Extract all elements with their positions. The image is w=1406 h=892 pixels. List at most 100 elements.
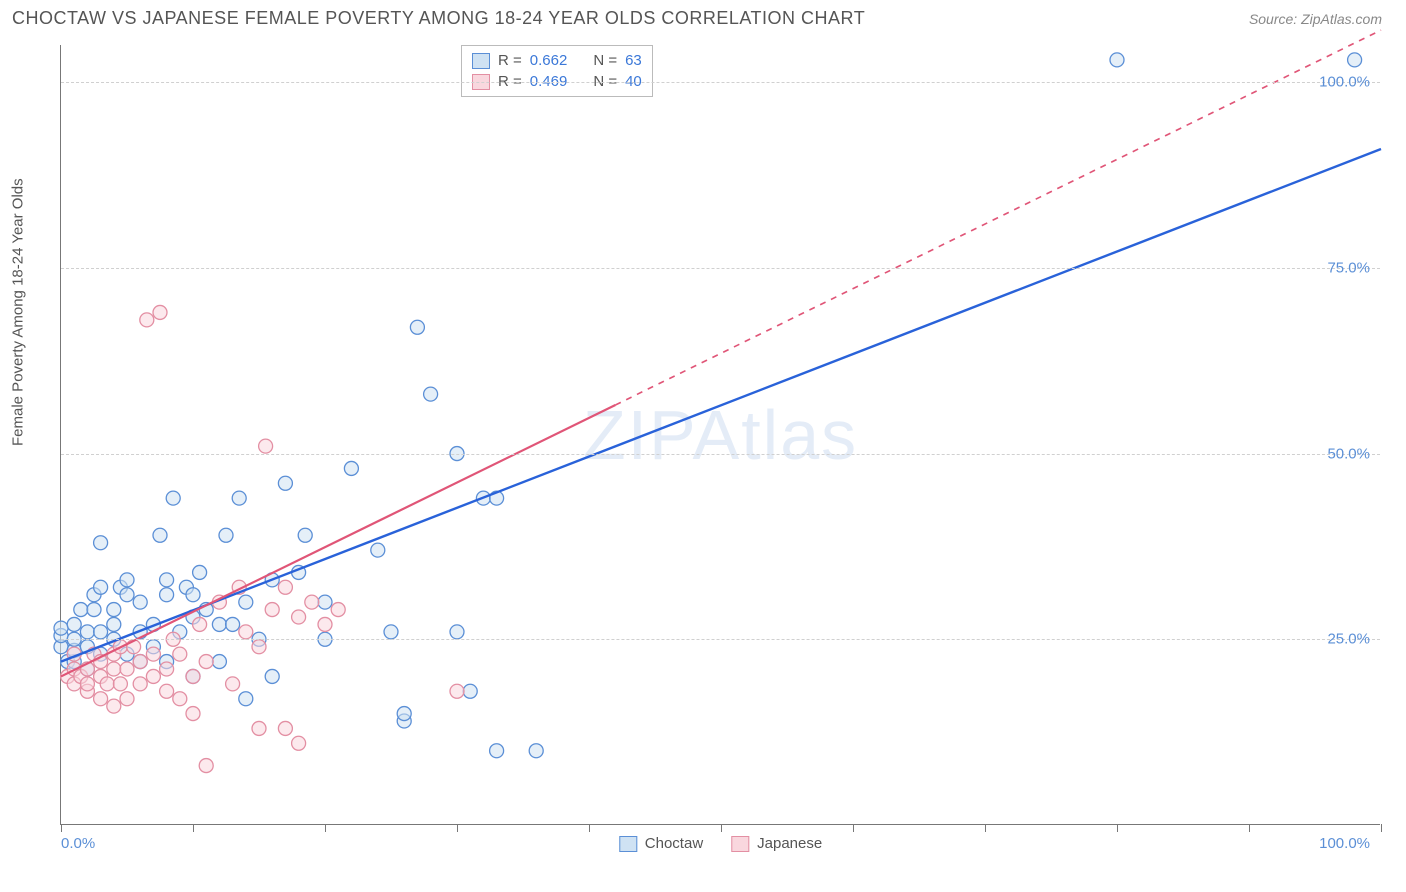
data-point (1348, 53, 1362, 67)
x-tick (193, 824, 194, 832)
data-point (80, 625, 94, 639)
x-tick (1381, 824, 1382, 832)
scatter-plot-svg (61, 45, 1380, 824)
data-point (193, 617, 207, 631)
legend-label: Japanese (757, 835, 822, 852)
data-point (410, 320, 424, 334)
data-point (384, 625, 398, 639)
legend-swatch (619, 836, 637, 852)
data-point (87, 603, 101, 617)
gridline (61, 454, 1380, 455)
legend-label: Choctaw (645, 835, 703, 852)
data-point (173, 647, 187, 661)
data-point (424, 387, 438, 401)
data-point (120, 588, 134, 602)
x-tick (61, 824, 62, 832)
data-point (318, 595, 332, 609)
x-tick (985, 824, 986, 832)
data-point (344, 461, 358, 475)
data-point (252, 640, 266, 654)
data-point (265, 669, 279, 683)
correlation-legend: R =0.662N =63R =0.469N =40 (461, 45, 653, 97)
data-point (100, 677, 114, 691)
data-point (212, 617, 226, 631)
data-point (292, 610, 306, 624)
data-point (292, 736, 306, 750)
legend-swatch (472, 53, 490, 69)
data-point (186, 707, 200, 721)
data-point (160, 588, 174, 602)
data-point (146, 669, 160, 683)
data-point (94, 536, 108, 550)
data-point (107, 617, 121, 631)
data-point (529, 744, 543, 758)
trend-line-dashed (615, 30, 1381, 405)
y-tick-label: 75.0% (1327, 259, 1370, 276)
data-point (54, 621, 68, 635)
data-point (463, 684, 477, 698)
gridline (61, 639, 1380, 640)
data-point (166, 491, 180, 505)
y-tick-label: 25.0% (1327, 631, 1370, 648)
data-point (252, 721, 266, 735)
data-point (278, 476, 292, 490)
data-point (74, 603, 88, 617)
legend-stat-row: R =0.662N =63 (472, 50, 642, 71)
data-point (226, 677, 240, 691)
r-label: R = (498, 52, 522, 69)
data-point (239, 625, 253, 639)
data-point (259, 439, 273, 453)
data-point (186, 588, 200, 602)
data-point (153, 305, 167, 319)
gridline (61, 268, 1380, 269)
data-point (318, 617, 332, 631)
data-point (120, 573, 134, 587)
x-tick (589, 824, 590, 832)
x-tick (325, 824, 326, 832)
data-point (371, 543, 385, 557)
data-point (298, 528, 312, 542)
data-point (120, 662, 134, 676)
n-label: N = (593, 52, 617, 69)
data-point (199, 655, 213, 669)
r-value: 0.662 (530, 52, 568, 69)
data-point (140, 313, 154, 327)
data-point (113, 677, 127, 691)
data-point (160, 662, 174, 676)
y-tick-label: 100.0% (1319, 74, 1370, 91)
legend-item: Choctaw (619, 835, 703, 852)
data-point (450, 684, 464, 698)
data-point (278, 721, 292, 735)
data-point (193, 565, 207, 579)
data-point (199, 759, 213, 773)
data-point (153, 528, 167, 542)
chart-title: CHOCTAW VS JAPANESE FEMALE POVERTY AMONG… (12, 8, 865, 29)
x-tick (457, 824, 458, 832)
data-point (265, 603, 279, 617)
data-point (278, 580, 292, 594)
legend-swatch (731, 836, 749, 852)
data-point (133, 677, 147, 691)
data-point (67, 617, 81, 631)
x-tick (1117, 824, 1118, 832)
series-legend: Choctaw Japanese (619, 835, 822, 852)
data-point (133, 655, 147, 669)
legend-item: Japanese (731, 835, 822, 852)
data-point (239, 692, 253, 706)
data-point (232, 491, 246, 505)
data-point (331, 603, 345, 617)
x-tick (1249, 824, 1250, 832)
data-point (305, 595, 319, 609)
data-point (107, 603, 121, 617)
data-point (146, 647, 160, 661)
chart-plot-area: ZIPAtlas R =0.662N =63R =0.469N =40 0.0%… (60, 45, 1380, 825)
data-point (226, 617, 240, 631)
y-axis-label: Female Poverty Among 18-24 Year Olds (10, 178, 27, 446)
data-point (450, 625, 464, 639)
x-tick (721, 824, 722, 832)
data-point (107, 662, 121, 676)
trend-line-solid (61, 149, 1381, 662)
data-point (173, 692, 187, 706)
x-tick (853, 824, 854, 832)
data-point (94, 580, 108, 594)
